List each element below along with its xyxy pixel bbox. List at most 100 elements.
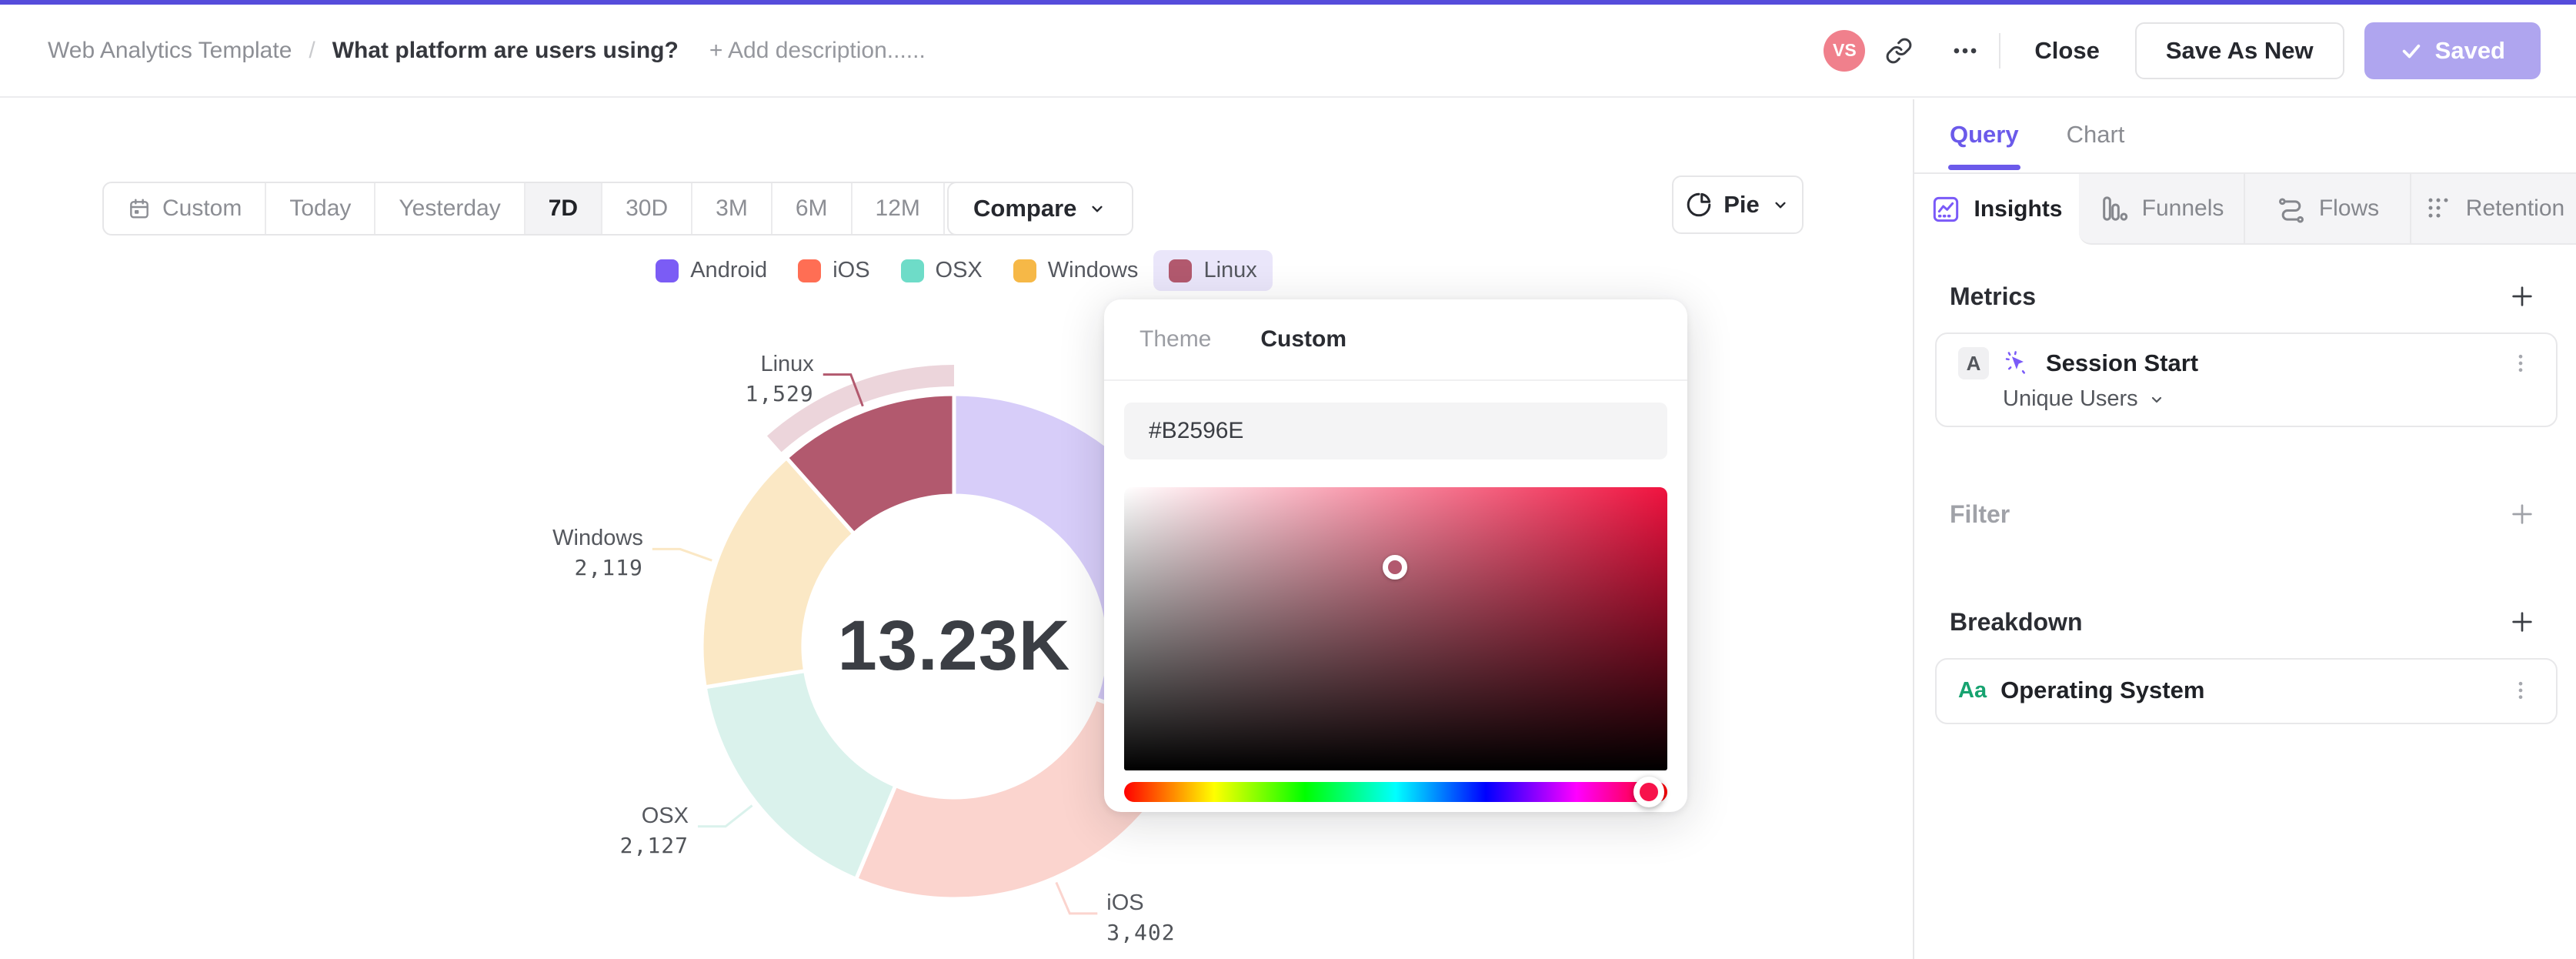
metric-letter-badge: A <box>1958 347 1989 379</box>
legend-item-android[interactable]: Android <box>640 250 782 291</box>
filter-title: Filter <box>1950 500 2010 528</box>
saturation-gradient-area[interactable] <box>1124 487 1667 770</box>
chevron-down-icon <box>2151 396 2161 403</box>
top-accent-bar <box>0 0 2576 5</box>
saved-button[interactable]: Saved <box>2364 22 2541 79</box>
label-connector-ios <box>1055 881 1098 915</box>
calendar-icon <box>130 199 148 219</box>
date-range-6m[interactable]: 6M <box>772 183 853 234</box>
chevron-down-icon <box>1775 202 1786 209</box>
flows-icon <box>2278 198 2304 223</box>
color-cursor-handle[interactable] <box>1383 555 1407 580</box>
breadcrumb-root-link[interactable]: Web Analytics Template <box>48 37 292 63</box>
check-icon <box>2402 44 2420 58</box>
hue-slider-handle[interactable] <box>1633 777 1664 807</box>
avatar[interactable]: VS <box>1824 29 1866 72</box>
legend-item-osx[interactable]: OSX <box>886 250 998 291</box>
label-connector-windows <box>652 547 712 562</box>
add-metric-button[interactable] <box>2508 282 2536 310</box>
date-range-custom[interactable]: Custom <box>104 183 267 234</box>
tab-flows[interactable]: Flows <box>2245 174 2411 245</box>
label-connector-linux <box>823 373 864 407</box>
color-picker-tab-theme[interactable]: Theme <box>1140 326 1212 352</box>
save-as-new-button[interactable]: Save As New <box>2134 22 2344 79</box>
metric-aggregation-dropdown[interactable]: Unique Users <box>2003 386 2534 412</box>
insights-icon <box>1934 196 1959 222</box>
close-button[interactable]: Close <box>2034 36 2100 64</box>
more-menu-icon[interactable] <box>1944 29 1987 72</box>
hue-slider[interactable] <box>1124 782 1667 802</box>
label-connector-osx <box>697 804 753 828</box>
funnels-icon <box>2102 196 2127 221</box>
header: Web Analytics Template / What platform a… <box>0 5 2576 98</box>
date-range-today[interactable]: Today <box>266 183 376 234</box>
slice-label-osx: OSX 2,127 <box>619 803 689 858</box>
breakdown-card[interactable]: Aa Operating System <box>1935 658 2558 724</box>
chevron-down-icon <box>1092 206 1103 212</box>
date-range-control: Custom Today Yesterday 7D 30D 3M 6M 12M … <box>102 182 1065 236</box>
date-range-7d[interactable]: 7D <box>525 183 603 234</box>
slice-label-windows: Windows 2,119 <box>552 526 643 581</box>
slice-label-ios: iOS 3,402 <box>1106 890 1176 945</box>
legend-swatch <box>900 259 924 282</box>
legend-item-ios[interactable]: iOS <box>782 250 885 291</box>
retention-icon <box>2428 198 2448 218</box>
tab-insights[interactable]: Insights <box>1914 174 2079 245</box>
plus-icon <box>2512 612 2532 632</box>
legend-swatch <box>798 259 822 282</box>
color-picker-popup: Theme Custom <box>1104 299 1687 812</box>
legend-swatch <box>656 259 679 282</box>
hex-color-input[interactable] <box>1124 403 1667 459</box>
breakdown-kebab-menu[interactable] <box>2507 673 2534 707</box>
color-picker-tab-custom[interactable]: Custom <box>1260 326 1347 352</box>
add-breakdown-button[interactable] <box>2508 608 2536 636</box>
chart-center-total: 13.23K <box>837 606 1071 685</box>
chart-type-button[interactable]: Pie <box>1672 175 1804 234</box>
header-divider <box>1999 32 2001 68</box>
slice-label-linux: Linux 1,529 <box>745 351 814 406</box>
tab-query[interactable]: Query <box>1948 121 2020 170</box>
event-spark-icon <box>2005 351 2025 374</box>
legend-swatch <box>1169 259 1193 282</box>
legend-swatch <box>1013 259 1036 282</box>
slice-highlight-ring <box>766 365 954 453</box>
pie-slice-linux[interactable] <box>784 392 956 536</box>
pie-chart-icon <box>1687 192 1711 217</box>
color-picker-tabs: Theme Custom <box>1104 299 1687 381</box>
metrics-section-header: Metrics <box>1914 280 2576 312</box>
report-title[interactable]: What platform are users using? <box>332 37 679 63</box>
pie-slice-windows[interactable] <box>699 456 856 690</box>
compare-button[interactable]: Compare <box>947 182 1134 236</box>
report-canvas: Custom Today Yesterday 7D 30D 3M 6M 12M … <box>0 99 1913 959</box>
query-sidebar: Query Chart Insights Funnels <box>1913 99 2576 959</box>
analysis-type-tabs: Insights Funnels Flows Retent <box>1914 174 2576 245</box>
metric-card[interactable]: A Session Start Unique Users <box>1935 332 2558 427</box>
breadcrumb: Web Analytics Template / What platform a… <box>48 38 926 64</box>
tab-chart[interactable]: Chart <box>2066 121 2125 148</box>
breakdown-title: Breakdown <box>1950 607 2083 636</box>
date-range-yesterday[interactable]: Yesterday <box>375 183 526 234</box>
breakdown-section-header: Breakdown <box>1914 606 2576 638</box>
add-description-button[interactable]: + Add description...... <box>709 37 926 63</box>
date-range-12m[interactable]: 12M <box>853 183 945 234</box>
legend-item-windows[interactable]: Windows <box>998 250 1154 291</box>
legend-item-linux[interactable]: Linux <box>1153 250 1273 291</box>
pie-slice-osx[interactable] <box>702 669 898 881</box>
metric-event-name: Session Start <box>2046 349 2199 376</box>
metric-kebab-menu[interactable] <box>2507 346 2534 380</box>
date-range-3m[interactable]: 3M <box>692 183 772 234</box>
string-property-icon: Aa <box>1958 677 1987 703</box>
tab-funnels[interactable]: Funnels <box>2079 174 2245 245</box>
plus-icon <box>2512 286 2532 306</box>
header-actions: VS Close Save As New Saved <box>1824 22 2541 79</box>
plus-icon <box>2512 504 2532 524</box>
breadcrumb-separator: / <box>309 37 315 63</box>
sidebar-tabs: Query Chart <box>1914 99 2576 174</box>
breakdown-property-name: Operating System <box>2000 677 2205 703</box>
add-filter-button[interactable] <box>2508 500 2536 528</box>
chart-legend: Android iOS OSX Windows Linux <box>0 250 1913 291</box>
metrics-title: Metrics <box>1950 282 2037 310</box>
date-range-30d[interactable]: 30D <box>602 183 693 234</box>
share-link-icon[interactable] <box>1877 29 1920 72</box>
tab-retention[interactable]: Retention <box>2411 174 2576 245</box>
